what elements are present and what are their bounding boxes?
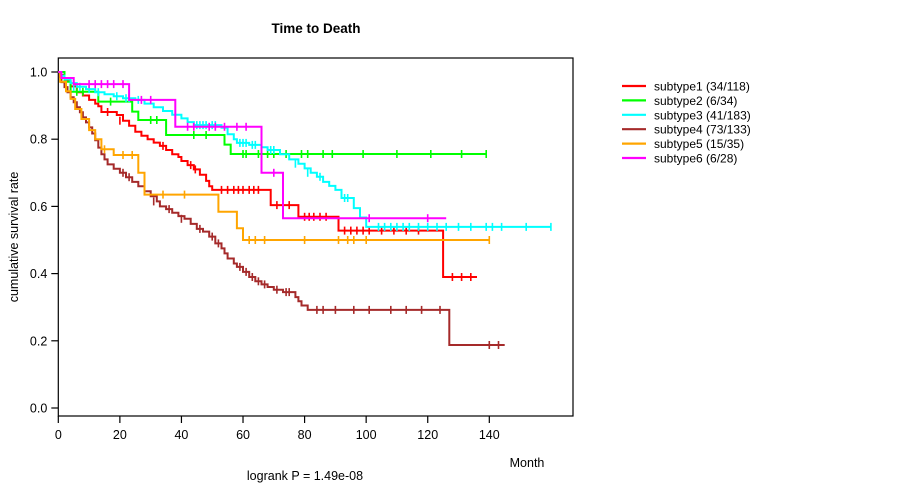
legend-item: subtype6 (6/28) bbox=[622, 152, 737, 166]
censor-marks-6 bbox=[88, 80, 429, 223]
x-tick-label: 80 bbox=[298, 428, 312, 442]
censor-marks-3 bbox=[72, 82, 552, 231]
y-tick-label: 0.0 bbox=[30, 402, 47, 416]
x-tick-label: 0 bbox=[55, 428, 62, 442]
x-tick-label: 40 bbox=[174, 428, 188, 442]
legend-item: subtype5 (15/35) bbox=[622, 137, 744, 151]
y-tick-label: 0.8 bbox=[30, 133, 47, 147]
legend-item: subtype3 (41/183) bbox=[622, 108, 751, 122]
y-tick-label: 0.4 bbox=[30, 267, 47, 281]
x-tick-label: 100 bbox=[356, 428, 377, 442]
plot-box bbox=[57, 57, 574, 417]
legend-item: subtype2 (6/34) bbox=[622, 94, 737, 108]
plot-area: 0 20 40 60 80 100 120 140 0.0 0.2 0.4 0.6 0.8 1.0 bbox=[30, 57, 574, 442]
legend-item: subtype1 (34/118) bbox=[622, 80, 750, 94]
km-curve-1 bbox=[58, 71, 477, 278]
km-series-1 bbox=[58, 71, 477, 281]
x-tick-label: 140 bbox=[479, 428, 500, 442]
km-curve-4 bbox=[58, 71, 505, 346]
x-tick-label: 20 bbox=[113, 428, 127, 442]
legend-label: subtype3 (41/183) bbox=[654, 108, 751, 122]
logrank-annotation: logrank P = 1.49e-08 bbox=[247, 469, 363, 483]
y-tick-label: 1.0 bbox=[30, 66, 47, 80]
legend-label: subtype5 (15/35) bbox=[654, 137, 744, 151]
legend-label: subtype4 (73/133) bbox=[654, 123, 751, 137]
km-curve-3 bbox=[58, 71, 551, 228]
legend-item: subtype4 (73/133) bbox=[622, 123, 751, 137]
y-tick-label: 0.6 bbox=[30, 200, 47, 214]
legend-label: subtype6 (6/28) bbox=[654, 152, 737, 166]
legend: subtype1 (34/118)subtype2 (6/34)subtype3… bbox=[622, 80, 751, 166]
km-curve-6 bbox=[58, 71, 447, 220]
legend-label: subtype1 (34/118) bbox=[654, 80, 750, 94]
km-series-6 bbox=[58, 71, 447, 223]
y-tick-label: 0.2 bbox=[30, 334, 47, 348]
censor-marks-2 bbox=[76, 87, 488, 158]
km-series-2 bbox=[58, 71, 488, 158]
km-curve-5 bbox=[58, 71, 490, 241]
y-axis-label: cumulative survival rate bbox=[7, 172, 21, 303]
x-tick-label: 60 bbox=[236, 428, 250, 442]
legend-label: subtype2 (6/34) bbox=[654, 94, 737, 108]
km-series-4 bbox=[58, 71, 505, 349]
km-curve-2 bbox=[58, 71, 487, 155]
x-tick-label: 120 bbox=[417, 428, 438, 442]
censor-marks-4 bbox=[122, 168, 500, 349]
censor-marks-5 bbox=[103, 145, 491, 244]
km-series-5 bbox=[58, 71, 491, 244]
chart-title: Time to Death bbox=[271, 21, 360, 36]
x-axis-label: Month bbox=[510, 456, 545, 470]
